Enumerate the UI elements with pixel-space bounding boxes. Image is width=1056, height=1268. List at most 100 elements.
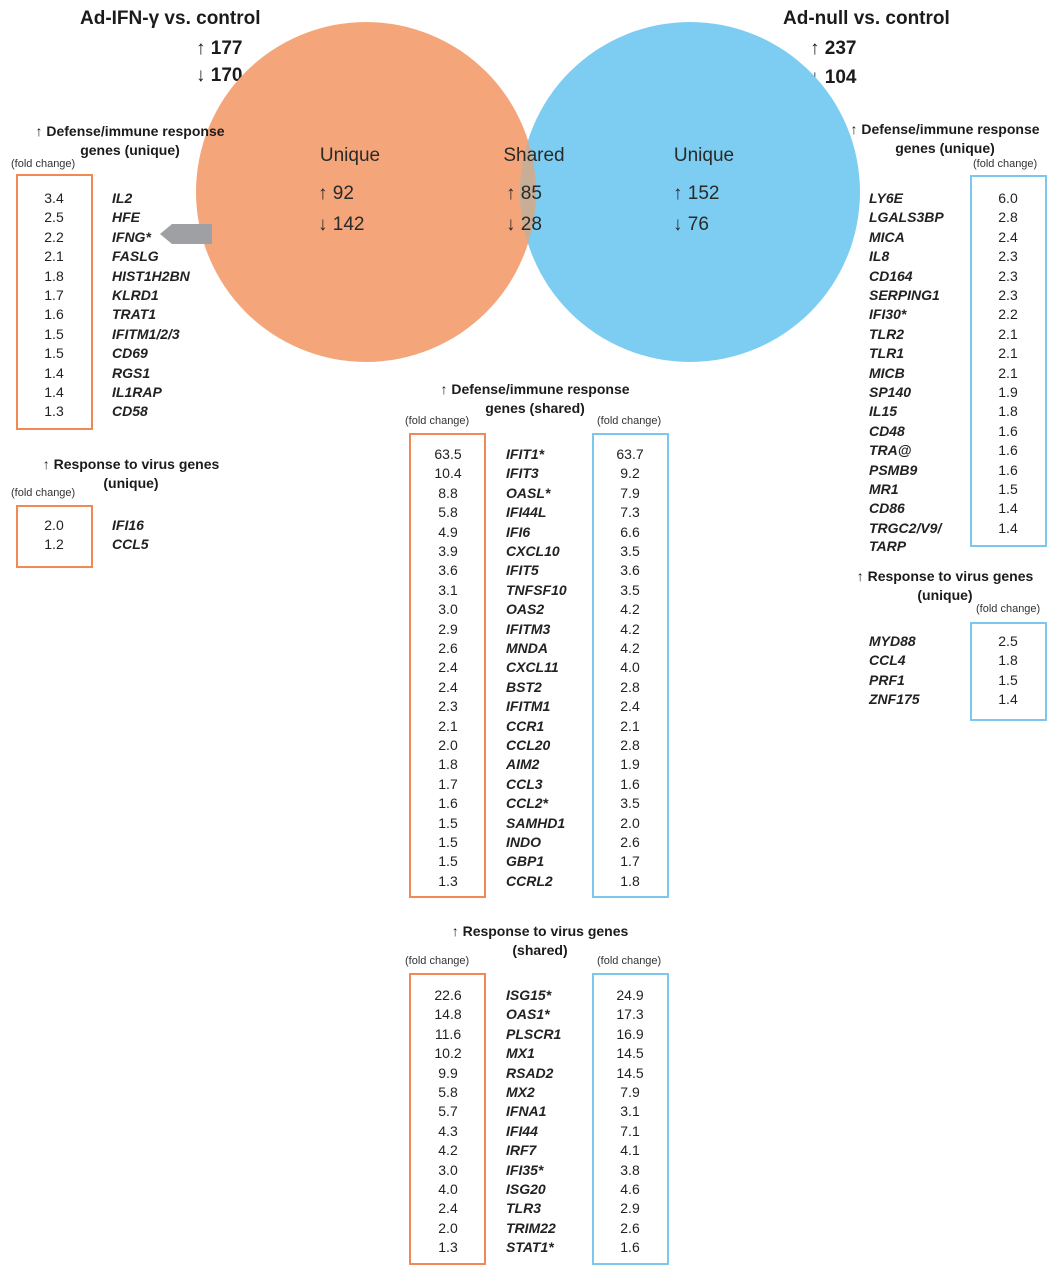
venn-right-up: ↑ 152 — [673, 183, 720, 204]
shared_defense-null-value: 2.4 — [620, 698, 640, 715]
right_defense-value: 2.1 — [998, 325, 1018, 342]
shared_defense-gene: CXCL11 — [506, 659, 559, 676]
shared_virus-ifng-value: 2.0 — [438, 1219, 458, 1236]
right_virus-gene: PRF1 — [869, 671, 905, 688]
right_virus-value: 1.5 — [998, 671, 1018, 688]
left-defense-title: ↑ Defense/immune response genes (unique) — [10, 122, 250, 160]
shared_virus-null-value: 3.1 — [620, 1103, 640, 1120]
shared_defense-gene: OAS2 — [506, 601, 545, 618]
right_defense-value: 2.2 — [998, 306, 1018, 323]
shared_defense-gene: CXCL10 — [506, 543, 560, 559]
right_defense-value: 2.1 — [998, 345, 1018, 362]
shared_defense-null-value: 1.6 — [620, 775, 640, 792]
right_defense-value: 1.6 — [998, 461, 1018, 478]
right-virus-box — [970, 622, 1047, 721]
shared-virus-title: ↑ Response to virus genes (shared) — [420, 922, 660, 960]
shared_virus-null-value: 3.8 — [620, 1161, 640, 1178]
shared_defense-gene: AIM2 — [506, 756, 540, 773]
left-virus-title: ↑ Response to virus genes (unique) — [16, 455, 246, 493]
right_defense-value: 2.4 — [998, 228, 1018, 245]
shared_defense-ifng-value: 1.7 — [438, 775, 458, 792]
left_virus-value: 2.0 — [44, 517, 64, 533]
shared_virus-null-value: 16.9 — [616, 1025, 644, 1042]
right_virus-value: 1.4 — [998, 691, 1018, 708]
right_defense-value: 2.8 — [998, 209, 1018, 226]
shared_defense-ifng-value: 1.8 — [438, 756, 458, 773]
right_defense-gene: CD48 — [869, 422, 905, 439]
shared_defense-gene: IFI44L — [506, 504, 547, 521]
left_defense-value: 1.7 — [44, 287, 64, 303]
shared_virus-ifng-value: 3.0 — [438, 1161, 458, 1178]
shared_defense-gene: IFIT1* — [506, 446, 545, 462]
shared_virus-null-value: 24.9 — [616, 987, 644, 1003]
shared_virus-null-value: 17.3 — [616, 1006, 644, 1023]
shared_defense-gene: IFIT3 — [506, 465, 539, 482]
shared_defense-gene: INDO — [506, 834, 541, 850]
right_virus-gene: ZNF175 — [869, 691, 920, 708]
shared_defense-gene: MNDA — [506, 640, 548, 656]
shared_defense-null-value: 4.2 — [620, 601, 640, 618]
shared_virus-gene: STAT1* — [506, 1239, 554, 1256]
left-virus-fold-label: (fold change) — [11, 487, 76, 499]
left-virus-title-line1: ↑ Response to virus genes — [42, 456, 220, 472]
left_defense-gene: TRAT1 — [112, 306, 157, 323]
shared_virus-gene: MX2 — [506, 1084, 535, 1100]
right_defense-gene: LGALS3BP — [869, 209, 944, 226]
shared_defense-ifng-value: 2.6 — [438, 640, 458, 656]
right_defense-gene: LY6E — [869, 190, 903, 206]
right_defense-gene: TRGC2/V9/ — [869, 519, 942, 536]
shared_virus-ifng-value: 9.9 — [438, 1064, 458, 1081]
left_virus-gene: IFI16 — [112, 517, 144, 533]
right-defense-title: ↑ Defense/immune response genes (unique) — [830, 120, 1056, 158]
shared_virus-null-value: 4.1 — [620, 1142, 640, 1159]
right-defense-box — [970, 175, 1047, 547]
left_defense-gene: IFITM1/2/3 — [112, 325, 180, 342]
shared_virus-null-value: 2.6 — [620, 1219, 640, 1236]
right_virus-value: 2.5 — [998, 633, 1018, 649]
right_defense-gene: CD86 — [869, 500, 905, 517]
right-virus-fold-label: (fold change) — [976, 603, 1041, 615]
shared_defense-ifng-value: 2.4 — [438, 678, 458, 695]
shared_virus-gene: ISG15* — [506, 987, 552, 1003]
shared-defense-right-box — [592, 433, 669, 898]
shared_defense-gene: IFIT5 — [506, 562, 539, 579]
shared-defense-fold-label-right: (fold change) — [597, 415, 662, 427]
right_defense-value: 2.1 — [998, 364, 1018, 381]
shared_defense-null-value: 7.9 — [620, 484, 640, 501]
right_defense-gene: MICA — [869, 228, 905, 245]
right_virus-gene: MYD88 — [869, 633, 916, 649]
shared_virus-ifng-value: 5.7 — [438, 1103, 458, 1120]
right_defense-gene: CD164 — [869, 267, 913, 284]
shared_defense-ifng-value: 1.5 — [438, 834, 458, 850]
shared_defense-gene: CCRL2 — [506, 872, 553, 889]
right-down-count: ↓ 104 — [810, 67, 857, 88]
right-up-count: ↑ 237 — [810, 38, 857, 59]
shared_defense-gene: GBP1 — [506, 853, 545, 870]
shared_defense-ifng-value: 3.0 — [438, 601, 458, 618]
shared_defense-null-value: 2.8 — [620, 737, 640, 753]
shared-virus-right-box — [592, 973, 669, 1265]
shared_defense-gene: SAMHD1 — [506, 814, 566, 831]
venn-right-down: ↓ 76 — [673, 214, 709, 235]
shared-defense-title: ↑ Defense/immune response genes (shared) — [410, 380, 660, 418]
venn-shared-up: ↑ 85 — [506, 183, 542, 204]
left_defense-value: 1.4 — [44, 384, 64, 400]
shared_virus-ifng-value: 4.0 — [438, 1181, 458, 1197]
shared_defense-ifng-value: 2.9 — [438, 620, 458, 637]
venn-shared-down: ↓ 28 — [506, 214, 542, 235]
left_defense-gene: HIST1H2BN — [112, 267, 190, 284]
right_defense-gene: SP140 — [869, 384, 912, 400]
shared-virus-fold-label-right: (fold change) — [597, 955, 662, 967]
left_defense-value: 1.5 — [44, 325, 64, 342]
shared_defense-ifng-value: 8.8 — [438, 484, 458, 501]
venn-shared-label: Shared — [503, 145, 565, 166]
venn-left-up: ↑ 92 — [318, 183, 354, 204]
shared-virus-title-line1: ↑ Response to virus genes — [451, 923, 629, 939]
venn-right-circle — [520, 22, 860, 362]
right-defense-gene-continuation: TARP — [869, 538, 907, 554]
left-up-count: ↑ 177 — [196, 38, 243, 59]
left_defense-gene: IFNG* — [112, 228, 151, 245]
left_defense-value: 2.5 — [44, 209, 64, 226]
shared_defense-ifng-value: 3.9 — [438, 543, 458, 559]
shared_virus-gene: IFI44 — [506, 1122, 538, 1139]
